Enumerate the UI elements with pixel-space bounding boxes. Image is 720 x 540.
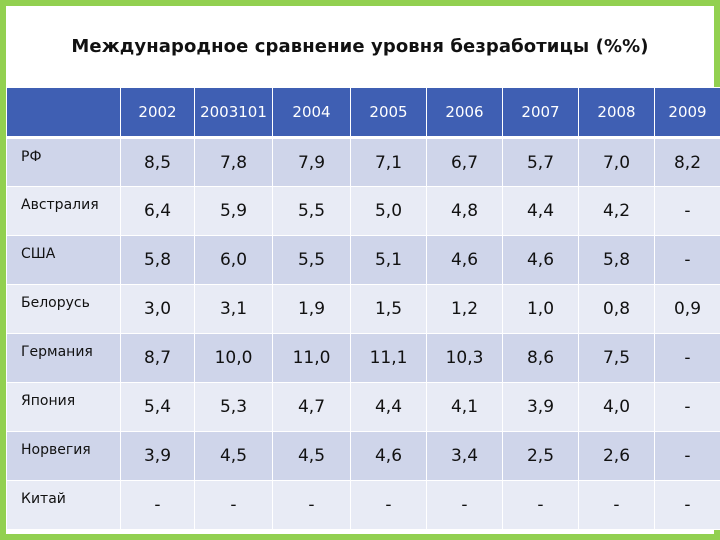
header-year: 2008: [578, 87, 655, 139]
value-cell: 2,5: [502, 431, 579, 481]
value-cell: -: [654, 333, 720, 383]
value-cell: -: [654, 186, 720, 236]
value-cell: 7,9: [272, 137, 351, 187]
country-cell: Германия: [6, 333, 121, 383]
value-cell: 6,4: [120, 186, 195, 236]
value-cell: 3,0: [120, 284, 195, 334]
value-cell: 5,5: [272, 235, 351, 285]
header-year: 2005: [350, 87, 427, 139]
value-cell: 11,1: [350, 333, 427, 383]
value-cell: -: [654, 480, 720, 530]
country-cell: США: [6, 235, 121, 285]
value-cell: 8,7: [120, 333, 195, 383]
value-cell: 3,1: [194, 284, 273, 334]
header-year: 2007: [502, 87, 579, 139]
table-row: Китай - - - - - - - -: [6, 480, 720, 530]
country-cell: Австралия: [6, 186, 121, 236]
value-cell: 3,9: [502, 382, 579, 432]
value-cell: -: [426, 480, 503, 530]
value-cell: -: [502, 480, 579, 530]
value-cell: 5,8: [578, 235, 655, 285]
value-cell: 5,4: [120, 382, 195, 432]
value-cell: 5,7: [502, 137, 579, 187]
value-cell: 5,5: [272, 186, 351, 236]
value-cell: 10,0: [194, 333, 273, 383]
header-row: 2002 2003101 2004 2005 2006 2007 2008 20…: [6, 87, 720, 139]
value-cell: 4,6: [350, 431, 427, 481]
value-cell: 7,1: [350, 137, 427, 187]
value-cell: 4,5: [194, 431, 273, 481]
header-corner-cell: [6, 87, 121, 139]
value-cell: 11,0: [272, 333, 351, 383]
value-cell: 6,0: [194, 235, 273, 285]
table-row: Норвегия 3,9 4,5 4,5 4,6 3,4 2,5 2,6-: [6, 431, 720, 481]
value-cell: 0,8: [578, 284, 655, 334]
value-cell: 7,0: [578, 137, 655, 187]
country-cell: Норвегия: [6, 431, 121, 481]
value-cell: 4,4: [502, 186, 579, 236]
unemployment-table: 2002 2003101 2004 2005 2006 2007 2008 20…: [6, 87, 720, 530]
value-cell: 1,5: [350, 284, 427, 334]
header-year: 2003101: [194, 87, 273, 139]
value-cell: 5,9: [194, 186, 273, 236]
value-cell: -: [578, 480, 655, 530]
country-cell: Китай: [6, 480, 121, 530]
table-row: Германия 8,7 10,0 11,0 11,1 10,3 8,6 7,5-: [6, 333, 720, 383]
table-row: Япония 5,4 5,3 4,7 4,4 4,1 3,9 4,0-: [6, 382, 720, 432]
value-cell: -: [120, 480, 195, 530]
country-cell: РФ: [6, 137, 121, 187]
value-cell: -: [654, 235, 720, 285]
value-cell: 1,9: [272, 284, 351, 334]
value-cell: -: [654, 382, 720, 432]
value-cell: 7,8: [194, 137, 273, 187]
value-cell: 4,5: [272, 431, 351, 481]
slide-title: Международное сравнение уровня безработи…: [71, 36, 649, 57]
value-cell: 5,8: [120, 235, 195, 285]
header-year: 2004: [272, 87, 351, 139]
value-cell: 4,7: [272, 382, 351, 432]
value-cell: 4,1: [426, 382, 503, 432]
country-cell: Япония: [6, 382, 121, 432]
value-cell: 6,7: [426, 137, 503, 187]
value-cell: 5,1: [350, 235, 427, 285]
header-year: 2002: [120, 87, 195, 139]
header-year: 2006: [426, 87, 503, 139]
value-cell: -: [350, 480, 427, 530]
value-cell: 2,6: [578, 431, 655, 481]
value-cell: -: [272, 480, 351, 530]
value-cell: -: [654, 431, 720, 481]
value-cell: 10,3: [426, 333, 503, 383]
value-cell: 4,8: [426, 186, 503, 236]
value-cell: 5,3: [194, 382, 273, 432]
value-cell: 4,0: [578, 382, 655, 432]
value-cell: 8,6: [502, 333, 579, 383]
table-row: Австралия 6,4 5,9 5,5 5,0 4,8 4,4 4,2-: [6, 186, 720, 236]
value-cell: 1,2: [426, 284, 503, 334]
value-cell: 7,5: [578, 333, 655, 383]
table-row: США 5,8 6,0 5,5 5,1 4,6 4,6 5,8-: [6, 235, 720, 285]
country-cell: Белорусь: [6, 284, 121, 334]
value-cell: 4,4: [350, 382, 427, 432]
value-cell: -: [194, 480, 273, 530]
value-cell: 4,6: [502, 235, 579, 285]
slide: Международное сравнение уровня безработи…: [6, 6, 720, 534]
value-cell: 3,4: [426, 431, 503, 481]
header-year: 2009: [654, 87, 720, 139]
value-cell: 4,2: [578, 186, 655, 236]
value-cell: 8,5: [120, 137, 195, 187]
table-row: Белорусь 3,0 3,1 1,9 1,5 1,2 1,0 0,8 0,9: [6, 284, 720, 334]
value-cell: 8,2: [654, 137, 720, 187]
value-cell: 1,0: [502, 284, 579, 334]
value-cell: 4,6: [426, 235, 503, 285]
table-row: РФ 8,5 7,8 7,9 7,1 6,7 5,7 7,0 8,2: [6, 137, 720, 187]
value-cell: 5,0: [350, 186, 427, 236]
value-cell: 0,9: [654, 284, 720, 334]
value-cell: 3,9: [120, 431, 195, 481]
